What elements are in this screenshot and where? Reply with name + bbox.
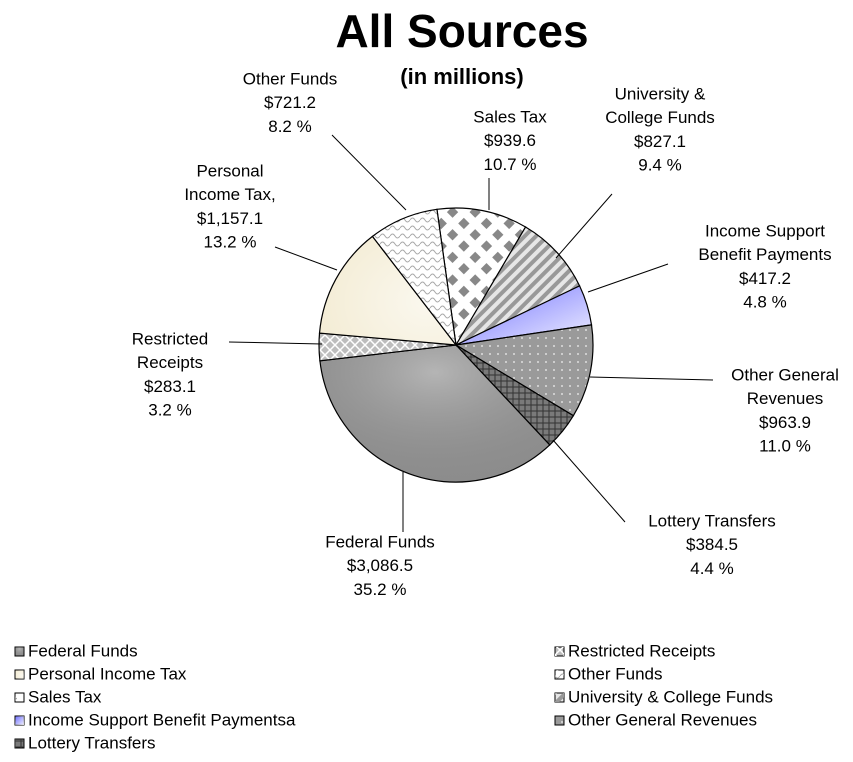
leader-line: [589, 376, 714, 381]
slice-texture: [319, 344, 551, 483]
slice-label-percent: 3.2 %: [148, 401, 191, 420]
slice-texture: [371, 208, 457, 348]
legend-swatch-texture: [15, 670, 24, 679]
slice-label-value: $721.2: [264, 93, 316, 112]
slice-label-percent: 35.2 %: [354, 580, 407, 599]
slice-label-name: Restricted: [132, 329, 209, 348]
legend-label: Personal Income Tax: [28, 664, 187, 683]
slice-label-value: $963.9: [759, 413, 811, 432]
legend-label: Income Support Benefit Paymentsa: [28, 710, 296, 729]
slice-label-name: Benefit Payments: [698, 245, 831, 264]
slice-label-value: $283.1: [144, 377, 196, 396]
slice-label-name: Federal Funds: [325, 532, 435, 551]
pie: [318, 207, 594, 483]
slice-label-name: College Funds: [605, 108, 715, 127]
slice-label-percent: 11.0 %: [759, 437, 811, 456]
legend-swatch-texture: [15, 716, 24, 725]
slice-label-percent: 8.2 %: [268, 117, 311, 136]
slice-label-value: $417.2: [739, 269, 791, 288]
legend-swatch-texture: [15, 647, 24, 656]
slice-label-name: Lottery Transfers: [648, 511, 776, 530]
leader-line: [555, 193, 613, 259]
legend-swatch-texture: [15, 739, 24, 748]
leader-line: [228, 341, 323, 345]
slice-label-name: Revenues: [747, 389, 824, 408]
leader-line: [587, 263, 669, 293]
leader-line: [274, 246, 338, 271]
slice-label-name: Receipts: [137, 353, 203, 372]
legend-swatch-texture: [15, 693, 24, 702]
legend-label: Federal Funds: [28, 641, 138, 660]
slice-label-name: Income Support: [705, 221, 825, 240]
legend-swatch-texture: [555, 647, 564, 656]
slice-label-percent: 10.7 %: [484, 155, 537, 174]
slice-labels: Sales Tax $939.6 10.7 % University & College…: [132, 69, 839, 598]
legend-swatch-texture: [555, 693, 564, 702]
legend-label: Other General Revenues: [568, 710, 757, 729]
legend: Sales Tax University & College Funds Incom…: [14, 641, 773, 752]
legend-label: Sales Tax: [28, 687, 102, 706]
legend-swatch-texture: [555, 716, 564, 725]
slice-label-percent: 4.8 %: [743, 293, 786, 312]
legend-swatch-texture: [555, 670, 564, 679]
slice-label-percent: 9.4 %: [638, 156, 681, 175]
slice-texture: [436, 207, 527, 347]
chart-title: All Sources: [335, 5, 588, 57]
legend-label: Other Funds: [568, 664, 663, 683]
legend-label: Restricted Receipts: [568, 641, 715, 660]
legend-label: Lottery Transfers: [28, 733, 156, 752]
slice-label-name: Income Tax,: [184, 185, 275, 204]
chart-subtitle: (in millions): [400, 64, 523, 89]
slice-label-percent: 4.4 %: [690, 559, 733, 578]
slice-label-name: Other General: [731, 365, 839, 384]
slice-texture: [318, 235, 458, 346]
slice-label-name: Personal: [196, 161, 263, 180]
leader-line: [331, 134, 407, 211]
slice-label-value: $3,086.5: [347, 556, 413, 575]
slice-label-name: Sales Tax: [473, 107, 547, 126]
slice-label-value: $384.5: [686, 535, 738, 554]
slice-label-name: University &: [615, 84, 706, 103]
slice-label-value: $939.6: [484, 131, 536, 150]
slice-texture: [454, 324, 594, 417]
slice-label-value: $827.1: [634, 132, 686, 151]
slice-texture: [454, 226, 581, 347]
slice-label-value: $1,157.1: [197, 209, 263, 228]
legend-label: University & College Funds: [568, 687, 773, 706]
slice-label-percent: 13.2 %: [204, 233, 257, 252]
slice-label-name: Other Funds: [243, 69, 338, 88]
leader-line: [552, 439, 626, 523]
